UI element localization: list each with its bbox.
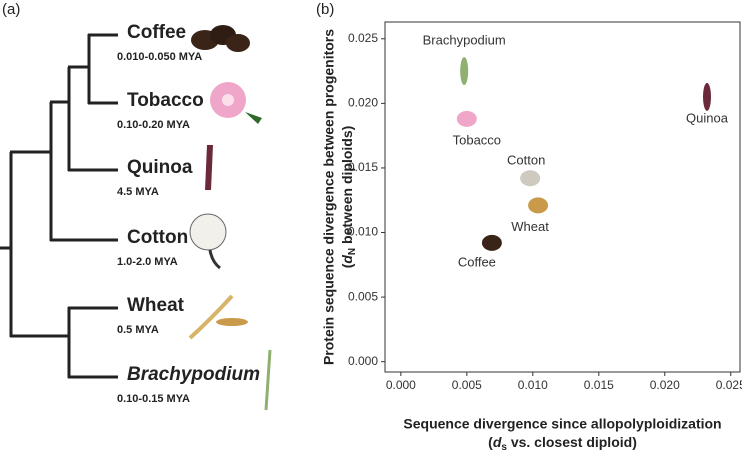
x-tick-label: 0.025 [716, 378, 742, 392]
tree-branches [0, 33, 118, 379]
axis-label: Sequence divergence since allopolyploidi… [403, 416, 721, 453]
x-tick-label: 0.000 [386, 378, 416, 392]
x-tick-label: 0.015 [584, 378, 614, 392]
point-label: Coffee [458, 254, 496, 269]
plot-frame [384, 21, 741, 373]
y-tick-label: 0.015 [348, 160, 378, 174]
label-text: ( [488, 434, 493, 450]
point-label: Quinoa [686, 110, 729, 125]
tree-icons [188, 25, 272, 411]
y-tick-label: 0.025 [348, 31, 378, 45]
y-tick-label: 0.010 [348, 225, 378, 239]
point [456, 110, 477, 127]
axis-label-line: Protein sequence divergence between prog… [321, 29, 337, 365]
y-tick-label: 0.020 [348, 96, 378, 110]
point-label: Cotton [507, 153, 545, 168]
point-label: Brachypodium [423, 33, 506, 48]
point-label: Wheat [511, 219, 549, 234]
axis-label: Protein sequence divergence between prog… [321, 29, 358, 365]
label-subscript: N [347, 248, 358, 255]
leaf-date: 0.5 MYA [117, 324, 159, 336]
leaf-date: 0.010-0.050 MYA [117, 51, 202, 63]
axis-label-line: (dN between diploids) [339, 126, 358, 269]
panel-label: (a) [2, 1, 20, 18]
leaf-name: Cotton [127, 227, 188, 248]
leaf-date: 4.5 MYA [117, 186, 159, 198]
point [460, 57, 469, 86]
axis-label-line: Sequence divergence since allopolyploidi… [403, 416, 721, 432]
leaf-date: 0.10-0.15 MYA [117, 393, 190, 405]
point [481, 234, 502, 251]
panel-label: (b) [316, 1, 334, 18]
label-text: between diploids) [339, 126, 355, 248]
point [520, 170, 541, 187]
y-tick-label: 0.000 [348, 354, 378, 368]
label-text: vs. closest diploid) [507, 434, 637, 450]
leaf-name: Brachypodium [127, 364, 260, 385]
point [528, 197, 549, 214]
leaf-name: Quinoa [127, 157, 193, 178]
leaf-date: 0.10-0.20 MYA [117, 119, 190, 131]
x-tick-label: 0.010 [518, 378, 548, 392]
x-tick-label: 0.020 [650, 378, 680, 392]
label-subscript: s [501, 442, 507, 453]
point-label: Tobacco [453, 132, 501, 147]
x-tick-label: 0.005 [452, 378, 482, 392]
axis-label-line: (ds vs. closest diploid) [488, 434, 637, 453]
label-variable: d [339, 255, 355, 264]
leaf-date: 1.0-2.0 MYA [117, 256, 178, 268]
y-tick-label: 0.005 [348, 289, 378, 303]
point [703, 82, 712, 111]
leaf-name: Wheat [127, 295, 185, 316]
label-variable: d [493, 434, 502, 450]
leaf-name: Tobacco [127, 90, 204, 111]
leaf-name: Coffee [127, 22, 186, 43]
label-text: ( [339, 263, 355, 268]
